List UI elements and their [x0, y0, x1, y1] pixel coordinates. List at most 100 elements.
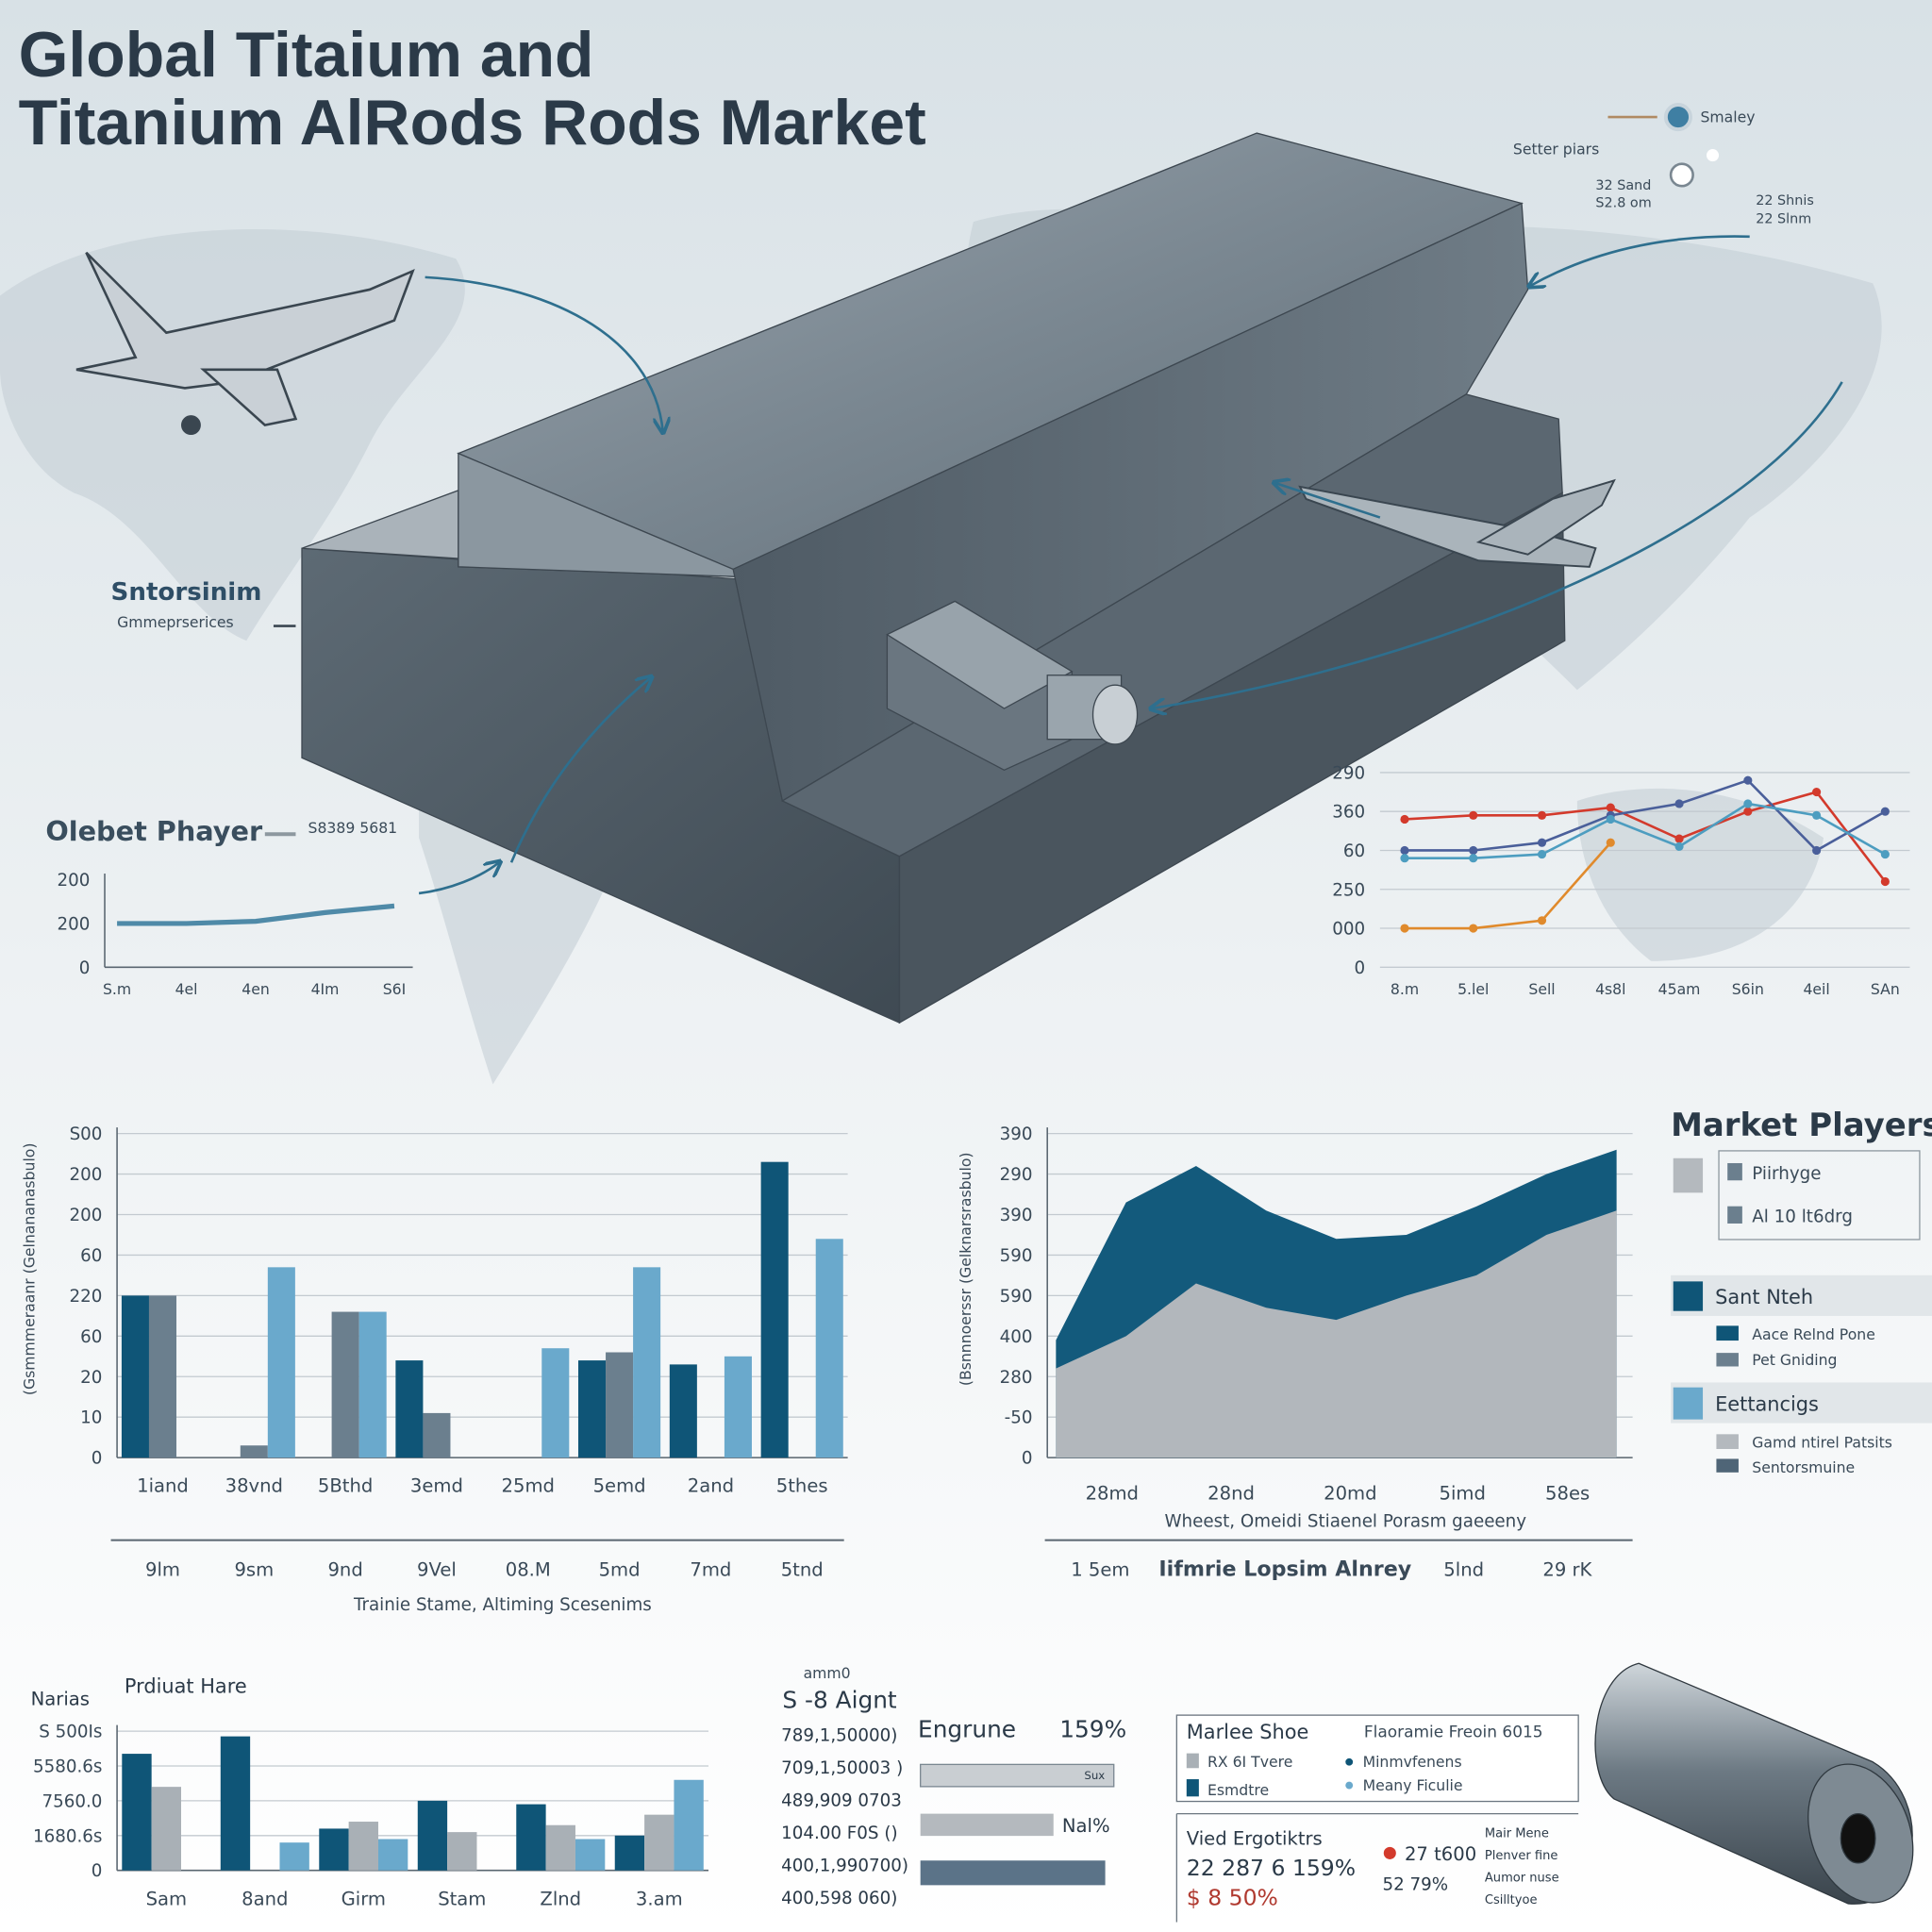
bar — [122, 1754, 152, 1871]
share-item: Meany Ficulie — [1363, 1776, 1463, 1794]
bar — [633, 1267, 661, 1458]
y-tick-label: 200 — [57, 914, 90, 934]
share-title: Marlee Shoe — [1187, 1721, 1309, 1743]
point — [1674, 841, 1684, 851]
chart-subtitle: Prdiuat Hare — [125, 1675, 247, 1698]
legend-band — [1671, 1382, 1932, 1424]
point — [1606, 803, 1615, 812]
jet — [1298, 478, 1616, 568]
summary-row: 789,1,50000) — [781, 1726, 897, 1746]
x-tick-label: 8.m — [1391, 980, 1419, 998]
summary-rows: 789,1,50000) 709,1,50003 ) 489,909 0703 104… — [781, 1726, 908, 1908]
flow-arrows — [418, 235, 1843, 895]
x-tick-label: Stam — [438, 1888, 486, 1909]
x-tick-label: 5thes — [776, 1475, 828, 1497]
x2-label: 5lnd — [1443, 1559, 1484, 1581]
bar — [614, 1835, 645, 1871]
x-tick-label: 28md — [1086, 1483, 1139, 1505]
bar — [348, 1822, 378, 1871]
legend-swatch — [1673, 1281, 1704, 1311]
legend-swatch — [1716, 1458, 1739, 1473]
chart-title: Olebet Phayer — [45, 815, 263, 847]
x-tick-label: 1iand — [137, 1475, 189, 1497]
share-value: $ 8 50% — [1187, 1884, 1278, 1910]
x-tick-label: Sell — [1528, 980, 1555, 998]
x2-label: 9lm — [145, 1559, 180, 1581]
callout-label: Setter piars — [1513, 140, 1599, 158]
bar — [121, 1295, 149, 1458]
callout-label: Smaley — [1700, 108, 1755, 125]
legend-band — [1671, 1274, 1932, 1316]
x-tick-label: 28nd — [1208, 1483, 1255, 1505]
y-tick-label: 390 — [1000, 1206, 1033, 1225]
x-tick-label: S6I — [383, 980, 407, 998]
x-tick-label: 38vnd — [225, 1475, 283, 1497]
bar — [545, 1824, 575, 1871]
bar — [724, 1356, 752, 1458]
legend-dot — [1383, 1846, 1396, 1859]
y-tick-label: 1680.6s — [33, 1826, 102, 1846]
point — [1674, 834, 1684, 843]
bar — [815, 1239, 843, 1458]
legend-item: Pet Gniding — [1752, 1351, 1837, 1369]
legend-swatch — [1673, 1387, 1704, 1420]
summary-bar — [920, 1860, 1106, 1886]
x-tick-label: 25md — [502, 1475, 555, 1497]
x-tick-label: 2and — [688, 1475, 734, 1497]
y-tick-label: 20 — [80, 1368, 102, 1388]
share-subtitle: Flaoramie Freoin 6015 — [1364, 1724, 1543, 1742]
titanium-rod — [1594, 1662, 1914, 1905]
point — [1812, 845, 1822, 856]
point — [1400, 814, 1409, 824]
share-heading: Vied Ergotiktrs — [1187, 1827, 1323, 1849]
y-tick-label: 280 — [1000, 1368, 1033, 1388]
bar — [331, 1311, 359, 1458]
share-item: Esmdtre — [1208, 1781, 1269, 1799]
bar — [760, 1161, 789, 1458]
share-item: RX 6I Tvere — [1208, 1753, 1292, 1771]
y-tick-label: 000 — [1332, 920, 1365, 940]
chart-caption: Wheest, Omeidi Stiaenel Porasm gaeeeny — [1165, 1511, 1527, 1531]
summary-bar — [920, 1763, 1115, 1788]
y-tick-label: S00 — [70, 1124, 103, 1144]
series-line — [1404, 841, 1612, 930]
y-tick-label: 0 — [1022, 1449, 1033, 1469]
bar — [575, 1839, 606, 1871]
x-tick-label: 20md — [1324, 1483, 1376, 1505]
x-tick-label: 58es — [1545, 1483, 1590, 1505]
summary-heading: S -8 Aignt — [782, 1686, 897, 1713]
bar — [606, 1352, 634, 1458]
point — [1743, 775, 1753, 785]
x-tick-label: Zlnd — [540, 1888, 581, 1909]
y-tick-label: 10 — [80, 1408, 102, 1428]
summary-bar-label: Nal% — [1062, 1815, 1110, 1837]
callout-value: 32 Sand — [1595, 178, 1651, 193]
summary-row: 400,1,990700) — [781, 1856, 908, 1875]
point — [1469, 845, 1478, 856]
x2-label: 5tnd — [781, 1559, 824, 1581]
chart-subtitle: S8389 5681 — [308, 819, 398, 837]
share-item: Minmvfenens — [1363, 1753, 1462, 1771]
callout-value: 22 Shnis — [1756, 193, 1814, 208]
legend-item: Al 10 lt6drg — [1752, 1208, 1853, 1227]
point — [1537, 916, 1547, 925]
bar — [377, 1839, 408, 1871]
legend-dot — [1345, 1781, 1354, 1790]
point — [1400, 924, 1409, 933]
x-tick-label: 4Im — [311, 980, 340, 998]
summary-row: 709,1,50003 ) — [781, 1758, 903, 1778]
summary-value: 159% — [1059, 1716, 1126, 1743]
x-tick-label: S.m — [103, 980, 131, 998]
x2-label: Iifmrie Lopsim Alnrey — [1158, 1557, 1411, 1582]
y-tick-label: S 500Is — [39, 1723, 102, 1742]
legend-swatch — [1716, 1434, 1739, 1449]
chart-caption: Trainie Stame, Altiming Scesenims — [353, 1595, 652, 1615]
y-tick-label: 0 — [79, 958, 91, 978]
point — [1674, 799, 1684, 808]
point — [1743, 799, 1753, 808]
x-tick-label: 5emd — [593, 1475, 646, 1497]
point — [1606, 814, 1615, 824]
point — [1537, 850, 1547, 859]
